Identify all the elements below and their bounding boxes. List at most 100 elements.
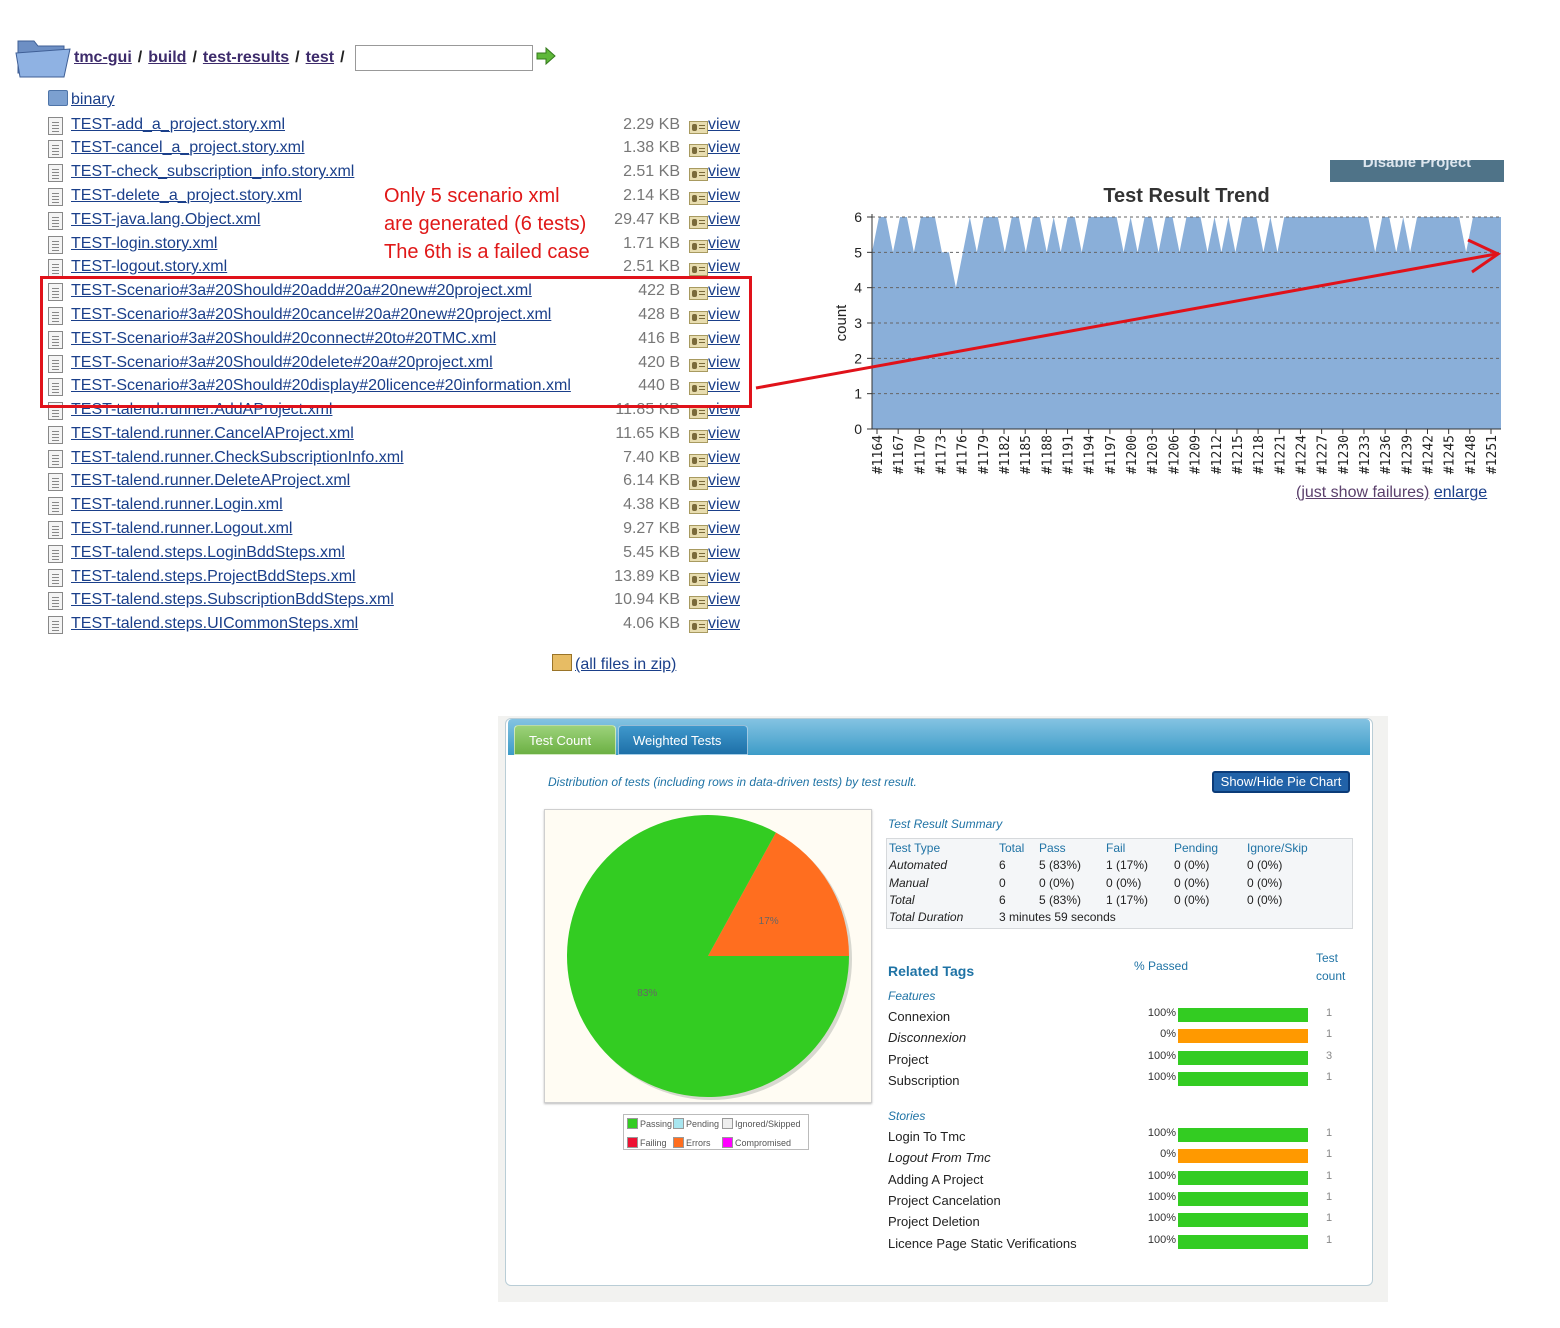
view-card-icon[interactable] <box>689 359 708 372</box>
tag-row: Disconnexion 0% 1 <box>888 1028 1348 1048</box>
enlarge-link[interactable]: enlarge <box>1433 484 1488 501</box>
view-link[interactable]: view <box>707 258 740 275</box>
file-link[interactable]: TEST-java.lang.Object.xml <box>71 211 261 228</box>
view-link[interactable]: view <box>707 544 740 561</box>
file-link[interactable]: TEST-Scenario#3a#20Should#20cancel#20a#2… <box>71 306 552 323</box>
tag-link[interactable]: Project Deletion <box>888 1214 980 1229</box>
file-link[interactable]: TEST-Scenario#3a#20Should#20delete#20a#2… <box>71 354 493 371</box>
view-card-icon[interactable] <box>689 501 708 514</box>
chart-title: Test Result Trend <box>1103 185 1269 207</box>
view-card-icon[interactable] <box>689 477 708 490</box>
view-link[interactable]: view <box>707 330 740 347</box>
go-arrow-icon[interactable] <box>535 46 557 71</box>
view-card-icon[interactable] <box>689 430 708 443</box>
zip-download[interactable]: (all files in zip) <box>552 654 676 674</box>
breadcrumb-tmc-gui[interactable]: tmc-gui <box>74 49 132 66</box>
breadcrumb-test[interactable]: test <box>305 49 335 66</box>
tab-test-count[interactable]: Test Count <box>514 725 616 755</box>
legend-item: Errors <box>673 1137 711 1148</box>
view-link[interactable]: view <box>707 568 740 585</box>
annotation-line: are generated (6 tests) <box>384 213 587 235</box>
view-link[interactable]: view <box>707 496 740 513</box>
tag-link[interactable]: Subscription <box>888 1073 960 1088</box>
file-link[interactable]: TEST-talend.runner.CheckSubscriptionInfo… <box>71 449 404 466</box>
view-link[interactable]: view <box>707 377 740 394</box>
file-link[interactable]: TEST-talend.runner.CancelAProject.xml <box>71 425 354 442</box>
view-card-icon[interactable] <box>689 549 708 562</box>
file-link[interactable]: TEST-Scenario#3a#20Should#20connect#20to… <box>71 330 497 347</box>
view-card-icon[interactable] <box>689 311 708 324</box>
view-card-icon[interactable] <box>689 240 708 253</box>
breadcrumb-test-results[interactable]: test-results <box>202 49 290 66</box>
view-card-icon[interactable] <box>689 335 708 348</box>
tag-link[interactable]: Adding A Project <box>888 1172 984 1187</box>
file-link[interactable]: TEST-cancel_a_project.story.xml <box>71 139 305 156</box>
view-card-icon[interactable] <box>689 144 708 157</box>
file-link[interactable]: TEST-talend.steps.SubscriptionBddSteps.x… <box>71 591 394 608</box>
view-card-icon[interactable] <box>689 454 708 467</box>
disable-project-button[interactable]: Disable Project <box>1330 160 1504 182</box>
file-link[interactable]: TEST-add_a_project.story.xml <box>71 116 286 133</box>
view-card-icon[interactable] <box>689 263 708 276</box>
view-card-icon[interactable] <box>689 525 708 538</box>
just-show-failures-link[interactable]: (just show failures) <box>1296 484 1430 501</box>
view-link[interactable]: view <box>707 282 740 299</box>
file-link[interactable]: TEST-talend.steps.ProjectBddSteps.xml <box>71 568 356 585</box>
file-link[interactable]: TEST-check_subscription_info.story.xml <box>71 163 355 180</box>
view-link[interactable]: view <box>707 354 740 371</box>
view-link[interactable]: view <box>707 520 740 537</box>
tag-link[interactable]: Disconnexion <box>888 1030 967 1045</box>
x-tick-label: #1227 <box>1316 435 1331 474</box>
breadcrumb-separator: / <box>340 49 345 66</box>
breadcrumb-build[interactable]: build <box>148 49 187 66</box>
path-input[interactable] <box>354 45 533 71</box>
test-count-header: Test count <box>1316 949 1345 985</box>
view-link[interactable]: view <box>707 306 740 323</box>
view-card-icon[interactable] <box>689 382 708 395</box>
x-tick-label: #1233 <box>1358 435 1373 474</box>
file-link[interactable]: TEST-talend.runner.Login.xml <box>71 496 283 513</box>
view-link[interactable]: view <box>707 591 740 608</box>
view-card-icon[interactable] <box>689 573 708 586</box>
view-link[interactable]: view <box>707 472 740 489</box>
view-link[interactable]: view <box>707 187 740 204</box>
tag-link[interactable]: Logout From Tmc <box>888 1150 991 1165</box>
tag-link[interactable]: Login To Tmc <box>888 1129 966 1144</box>
view-link[interactable]: view <box>707 235 740 252</box>
view-link[interactable]: view <box>707 211 740 228</box>
pie-chart-frame: 17% 83% <box>544 809 872 1103</box>
file-link[interactable]: TEST-talend.runner.Logout.xml <box>71 520 293 537</box>
tag-link[interactable]: Project Cancelation <box>888 1193 1001 1208</box>
view-card-icon[interactable] <box>689 620 708 633</box>
view-link[interactable]: view <box>707 139 740 156</box>
view-card-icon[interactable] <box>689 216 708 229</box>
tag-link[interactable]: Connexion <box>888 1009 951 1024</box>
view-card-icon[interactable] <box>689 596 708 609</box>
show-hide-pie-chart-button[interactable]: Show/Hide Pie Chart <box>1212 771 1350 793</box>
view-card-icon[interactable] <box>689 287 708 300</box>
view-link[interactable]: view <box>707 449 740 466</box>
file-link[interactable]: TEST-Scenario#3a#20Should#20display#20li… <box>71 377 571 394</box>
file-link[interactable]: TEST-talend.steps.UICommonSteps.xml <box>71 615 359 632</box>
binary-folder-link[interactable]: binary <box>71 91 115 108</box>
tag-link[interactable]: Licence Page Static Verifications <box>888 1236 1077 1251</box>
view-link[interactable]: view <box>707 116 740 133</box>
view-link[interactable]: view <box>707 615 740 632</box>
all-files-zip-link[interactable]: (all files in zip) <box>575 656 677 673</box>
file-link[interactable]: TEST-delete_a_project.story.xml <box>71 187 302 204</box>
tag-pass-bar <box>1178 1051 1308 1065</box>
view-link[interactable]: view <box>707 425 740 442</box>
summary-cell: 0 (0%) <box>1174 876 1210 890</box>
y-tick-label: 1 <box>854 386 862 402</box>
file-link[interactable]: TEST-Scenario#3a#20Should#20add#20a#20ne… <box>71 282 532 299</box>
file-link[interactable]: TEST-login.story.xml <box>71 235 218 252</box>
view-card-icon[interactable] <box>689 192 708 205</box>
tab-weighted-tests[interactable]: Weighted Tests <box>618 725 748 755</box>
view-card-icon[interactable] <box>689 168 708 181</box>
file-link[interactable]: TEST-talend.runner.DeleteAProject.xml <box>71 472 351 489</box>
file-link[interactable]: TEST-talend.steps.LoginBddSteps.xml <box>71 544 345 561</box>
file-link[interactable]: TEST-logout.story.xml <box>71 258 228 275</box>
view-card-icon[interactable] <box>689 121 708 134</box>
view-link[interactable]: view <box>707 163 740 180</box>
tag-link[interactable]: Project <box>888 1052 929 1067</box>
